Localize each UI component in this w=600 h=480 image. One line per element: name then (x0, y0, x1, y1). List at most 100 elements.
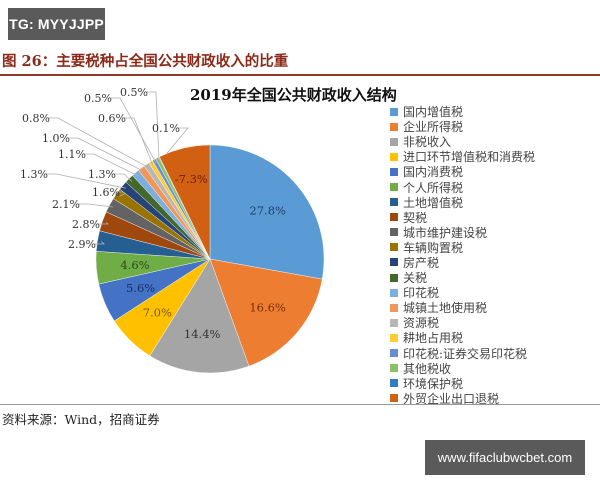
legend-item: 环境保护税 (390, 376, 535, 391)
legend-swatch-icon (390, 167, 398, 176)
legend-item: 车辆购置税 (390, 240, 535, 255)
legend-swatch-icon (390, 333, 398, 342)
slice-label: 0.5% (84, 92, 112, 105)
legend-item: 企业所得税 (390, 119, 535, 134)
legend-label: 进口环节增值税和消费税 (403, 150, 536, 165)
legend-label: 城镇土地使用税 (403, 301, 488, 316)
legend-item: 房产税 (390, 255, 535, 270)
leader-line (146, 91, 160, 162)
legend-label: 车辆购置税 (403, 240, 464, 255)
legend-label: 房产税 (403, 255, 440, 270)
legend-label: 资源税 (403, 316, 440, 331)
legend-item: 外贸企业出口退税 (390, 391, 535, 406)
legend-label: 关税 (403, 271, 428, 286)
pie-slice (209, 144, 325, 280)
slice-label: 1.6% (92, 186, 120, 199)
slice-label: 0.5% (120, 86, 148, 99)
leader-line (124, 117, 154, 166)
legend-item: 国内消费税 (390, 164, 535, 179)
chart-legend: 国内增值税 企业所得税 非税收入 进口环节增值税和消费税 国内消费税 个人所得税 土地增值税… (390, 104, 535, 406)
legend-label: 契税 (403, 210, 428, 225)
legend-swatch-icon (390, 379, 398, 388)
legend-swatch-icon (390, 198, 398, 207)
legend-item: 国内增值税 (390, 104, 535, 119)
legend-item: 城镇土地使用税 (390, 300, 535, 315)
legend-label: 土地增值税 (403, 195, 464, 210)
chart-title: 2019年全国公共财政收入结构 (190, 86, 397, 104)
leader-line (84, 153, 139, 177)
legend-swatch-icon (390, 243, 398, 252)
leader-line (94, 241, 106, 245)
figure-title: 图 26：主要税种占全国公共财政收入的比重 (2, 53, 289, 70)
legend-item: 其他税收 (390, 361, 535, 376)
legend-label: 非税收入 (403, 135, 452, 150)
legend-item: 非税收入 (390, 134, 535, 149)
slice-label: 1.3% (88, 168, 116, 181)
legend-item: 契税 (390, 210, 535, 225)
legend-label: 个人所得税 (403, 180, 464, 195)
pie-slice (159, 144, 211, 260)
slice-label: 16.6% (249, 301, 286, 315)
slice-label: 27.8% (249, 204, 286, 218)
legend-label: 国内消费税 (403, 165, 464, 180)
slice-label: -7.3% (175, 172, 208, 186)
slice-label: 1.3% (20, 168, 48, 181)
leader-line (98, 222, 110, 225)
leader-line (68, 137, 144, 172)
slice-label: 14.4% (184, 327, 221, 341)
legend-swatch-icon (390, 228, 398, 237)
pie-slice (209, 258, 323, 367)
legend-item: 进口环节增值税和消费税 (390, 149, 535, 164)
website-watermark-badge: www.fifaclubwcbet.com (425, 440, 585, 475)
legend-item: 个人所得税 (390, 179, 535, 195)
slice-label: 0.1% (152, 122, 180, 135)
source-divider (0, 404, 600, 405)
leader-line (78, 203, 114, 208)
legend-swatch-icon (390, 364, 398, 373)
legend-swatch-icon (390, 349, 398, 358)
legend-item: 城市维护建设税 (390, 225, 535, 240)
slice-label: 0.8% (22, 112, 50, 125)
legend-item: 印花税 (390, 285, 535, 300)
legend-label: 企业所得税 (403, 120, 464, 135)
legend-label: 城市维护建设税 (403, 225, 488, 240)
legend-label: 国内增值税 (403, 105, 464, 120)
legend-swatch-icon (390, 137, 398, 146)
pie-slice (149, 258, 250, 374)
legend-item: 耕地占用税 (390, 330, 535, 345)
telegram-watermark-badge: TG: MYYJJPP (8, 8, 105, 40)
legend-item: 关税 (390, 270, 535, 285)
legend-label: 外贸企业出口退税 (403, 391, 500, 406)
legend-label: 印花税:证券交易印花税 (403, 346, 528, 361)
slice-label: 1.1% (58, 148, 86, 161)
legend-swatch-icon (390, 273, 398, 282)
legend-label: 其他税收 (403, 361, 452, 376)
legend-label: 环境保护税 (403, 376, 464, 391)
legend-swatch-icon (390, 288, 398, 297)
legend-swatch-icon (390, 183, 398, 192)
slice-label: 7.0% (143, 306, 172, 320)
source-note: 资料来源：Wind，招商证券 (2, 412, 160, 427)
leader-line (48, 117, 149, 169)
slice-label: 2.8% (72, 218, 100, 231)
legend-label: 印花税 (403, 286, 440, 301)
leader-line (110, 97, 157, 164)
legend-swatch-icon (390, 303, 398, 312)
slice-label: 1.0% (42, 132, 70, 145)
slice-label: 5.6% (126, 281, 155, 295)
leader-line (46, 173, 126, 189)
title-divider (0, 74, 600, 76)
legend-swatch-icon (390, 394, 398, 403)
legend-item: 印花税:证券交易印花税 (390, 346, 535, 361)
leader-line (160, 127, 189, 161)
legend-swatch-icon (390, 213, 398, 222)
legend-item: 资源税 (390, 315, 535, 330)
legend-swatch-icon (390, 258, 398, 267)
slice-label: 2.1% (52, 198, 80, 211)
legend-label: 耕地占用税 (403, 331, 464, 346)
legend-swatch-icon (390, 152, 398, 161)
legend-swatch-icon (390, 122, 398, 131)
legend-item: 土地增值税 (390, 195, 535, 210)
slice-label: 2.9% (68, 238, 96, 251)
